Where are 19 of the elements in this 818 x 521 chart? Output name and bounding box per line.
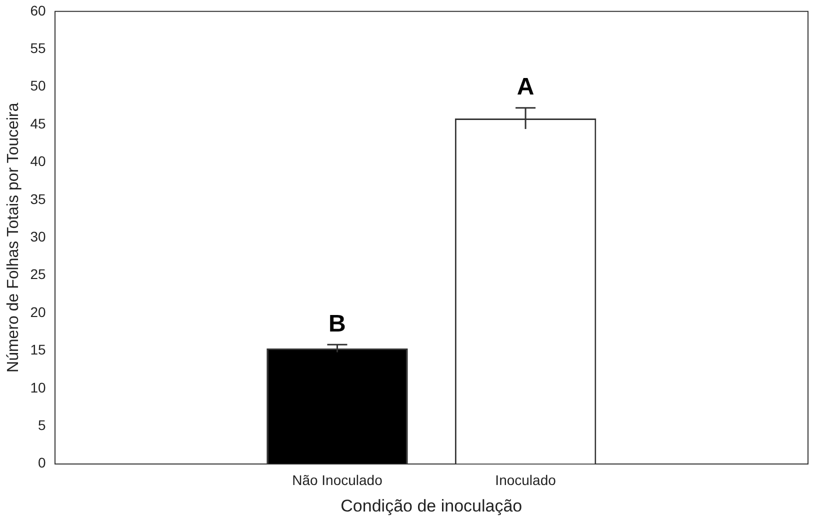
- y-tick-label: 45: [30, 115, 46, 132]
- annotation: A: [516, 74, 534, 101]
- y-tick-label: 35: [30, 190, 46, 207]
- y-tick-label: 30: [30, 228, 46, 244]
- y-tick-label: 0: [38, 454, 46, 471]
- annotation: B: [328, 310, 346, 338]
- y-tick-label: 5: [38, 416, 46, 433]
- y-tick-label: 15: [30, 342, 46, 358]
- y-tick-label: 25: [30, 266, 46, 282]
- y-tick-label: 10: [30, 379, 46, 396]
- y-tick-label: 60: [30, 2, 46, 18]
- y-tick-label: 20: [30, 304, 46, 320]
- x-tick-label: Inoculado: [495, 472, 556, 488]
- y-tick-label: 55: [30, 40, 46, 56]
- x-tick-label: Não Inoculado: [292, 472, 383, 488]
- x-axis-title: Condição de inoculação: [340, 496, 522, 516]
- y-axis-title: Número de Folhas Totais por Touceira: [5, 102, 22, 372]
- y-tick-label: 40: [30, 153, 46, 170]
- y-tick-label: 50: [30, 78, 46, 94]
